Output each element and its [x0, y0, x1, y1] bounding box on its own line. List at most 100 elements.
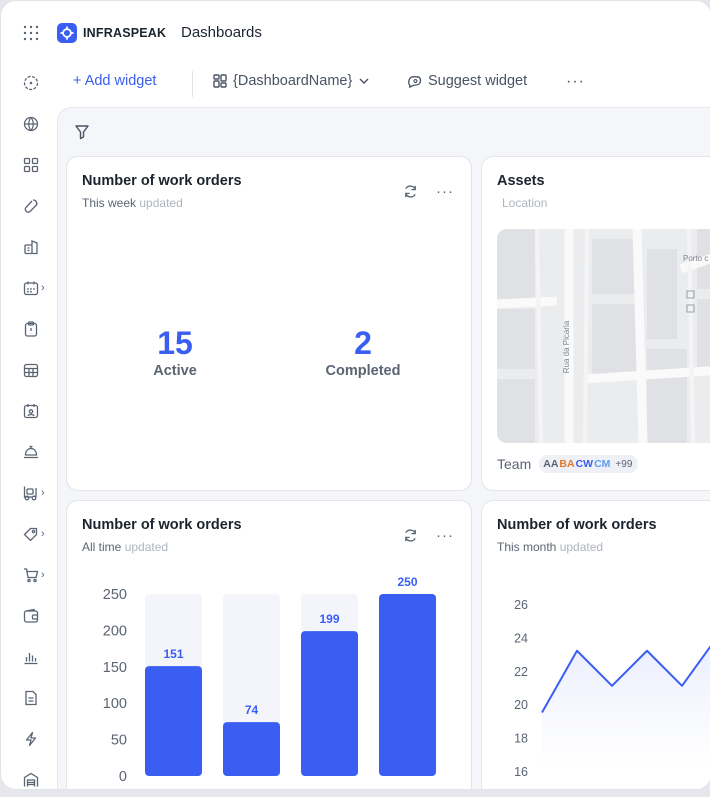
calendar-grid-icon	[23, 363, 39, 378]
y-tick-label: 20	[514, 698, 528, 712]
card-period: This month	[497, 540, 557, 554]
card-subtitle: This week updated	[82, 196, 183, 210]
logo[interactable]: INFRASPEAK	[57, 23, 166, 43]
tag-icon	[23, 527, 38, 542]
logo-mark-icon	[57, 23, 77, 43]
series-line[interactable]	[541, 637, 710, 714]
team-row: Team AA BA CW CM +99	[497, 455, 639, 473]
sidebar-item-layout-grid[interactable]	[23, 155, 49, 175]
card-actions: ···	[403, 183, 454, 200]
area-chart: 16 18 20 22 24 26	[514, 598, 710, 779]
team-more-count[interactable]: +99	[615, 458, 633, 470]
sidebar: › › › ›	[1, 65, 57, 789]
sidebar-item-tag[interactable]: ›	[23, 524, 49, 544]
assets-card[interactable]: Assets Location	[481, 156, 710, 491]
sidebar-item-wallet[interactable]	[23, 606, 49, 626]
y-tick-label: 100	[103, 696, 127, 712]
sparkle-chat-icon	[408, 75, 422, 88]
active-value: 15	[157, 325, 193, 361]
work-orders-all-time-card[interactable]: Number of work orders All time updated ·…	[66, 500, 472, 789]
refresh-icon[interactable]	[403, 184, 418, 199]
y-tick-label: 22	[514, 665, 528, 679]
sidebar-item-compass[interactable]	[23, 73, 49, 93]
y-tick-label: 200	[103, 623, 127, 639]
team-avatar[interactable]: CM	[594, 458, 611, 470]
toolbar-divider	[192, 71, 193, 97]
y-tick-label: 50	[111, 733, 127, 749]
active-label: Active	[153, 363, 197, 379]
calendar-user-icon	[23, 404, 39, 419]
y-tick-label: 16	[514, 765, 528, 779]
bar-data-label: 199	[319, 612, 339, 626]
card-more-button[interactable]: ···	[436, 183, 454, 200]
sidebar-item-calendar-grid[interactable]	[23, 360, 49, 380]
suggest-widget-button[interactable]: Suggest widget	[407, 73, 527, 89]
bar-chart-icon	[24, 653, 38, 665]
bar[interactable]	[301, 631, 358, 776]
toolbar-more-button[interactable]: ···	[566, 73, 585, 90]
card-title: Assets	[497, 173, 545, 189]
place-label: Porto c	[683, 254, 708, 263]
team-avatar[interactable]: AA	[543, 458, 559, 470]
dashboard-selector[interactable]: {DashboardName}	[213, 73, 370, 89]
chevron-down-icon	[359, 78, 369, 84]
team-avatars[interactable]: AA BA CW CM +99	[539, 455, 639, 473]
sidebar-item-wrench[interactable]	[23, 196, 49, 216]
document-icon	[25, 690, 37, 706]
y-tick-label: 24	[514, 631, 528, 645]
card-subtitle: All time updated	[82, 540, 168, 554]
dashboard-name-label: {DashboardName}	[233, 73, 353, 89]
y-tick-label: 26	[514, 598, 528, 612]
card-subtitle: Location	[502, 196, 548, 210]
forklift-icon	[23, 486, 37, 501]
card-title: Number of work orders	[497, 517, 657, 533]
layout-grid-icon	[23, 157, 39, 173]
sidebar-item-warehouse[interactable]	[23, 770, 49, 789]
bolt-icon	[25, 731, 37, 747]
card-updated: updated	[139, 196, 183, 210]
filter-icon[interactable]	[74, 124, 90, 140]
add-widget-button[interactable]: + Add widget	[73, 73, 156, 89]
logo-text: INFRASPEAK	[83, 26, 167, 40]
sidebar-item-clipboard[interactable]	[23, 319, 49, 339]
card-updated: updated	[559, 540, 604, 554]
card-more-button[interactable]: ···	[436, 527, 454, 544]
cart-icon	[24, 568, 39, 583]
chevron-right-icon: ›	[41, 282, 45, 294]
work-orders-week-card[interactable]: Number of work orders This week updated …	[66, 156, 472, 491]
sidebar-item-bar-chart[interactable]	[23, 647, 49, 667]
completed-label: Completed	[325, 363, 401, 379]
apps-grid-icon[interactable]	[23, 25, 39, 41]
sidebar-item-bolt[interactable]	[23, 729, 49, 749]
y-tick-label: 0	[119, 769, 127, 785]
team-avatar[interactable]: CW	[575, 458, 594, 470]
work-orders-month-card[interactable]: Number of work orders This month updated…	[481, 500, 710, 789]
bar-data-label: 151	[163, 647, 183, 661]
wallet-icon	[23, 608, 39, 623]
active-stat: 15 Active	[115, 325, 235, 379]
map-tiles: Rua da Picaria Porto c	[497, 229, 710, 443]
card-updated: updated	[124, 540, 169, 554]
sidebar-item-calendar-user[interactable]	[23, 401, 49, 421]
dashboard-grid-icon	[213, 74, 227, 88]
y-tick-label: 150	[103, 660, 127, 676]
sidebar-item-calendar[interactable]: ›	[23, 278, 49, 298]
sidebar-item-globe[interactable]	[23, 114, 49, 134]
area-fill	[542, 647, 710, 771]
team-label: Team	[497, 456, 532, 472]
bar[interactable]	[379, 594, 436, 776]
sidebar-item-document[interactable]	[23, 688, 49, 708]
bar[interactable]	[145, 666, 202, 776]
assets-map[interactable]: Rua da Picaria Porto c	[497, 229, 710, 443]
card-subtitle: This month updated	[497, 540, 603, 554]
sidebar-item-building[interactable]	[23, 237, 49, 257]
sidebar-item-cart[interactable]: ›	[23, 565, 49, 585]
team-avatar[interactable]: BA	[559, 458, 575, 470]
bar[interactable]	[223, 722, 280, 776]
bar-data-label: 74	[245, 703, 259, 717]
sidebar-item-service-bell[interactable]	[23, 442, 49, 462]
sidebar-item-forklift[interactable]: ›	[23, 483, 49, 503]
refresh-icon[interactable]	[403, 528, 418, 543]
bar-data-label: 250	[397, 575, 417, 589]
